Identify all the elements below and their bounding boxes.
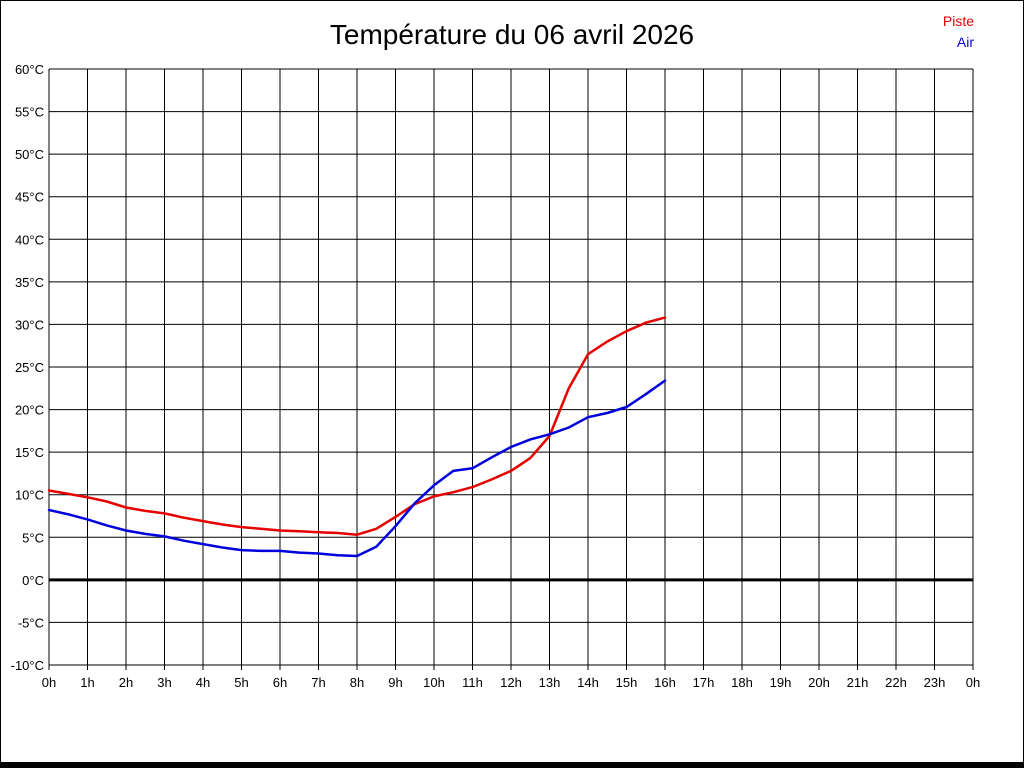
x-axis-tick-label: 2h <box>119 675 133 690</box>
legend: Piste Air <box>943 11 974 53</box>
legend-item-air: Air <box>956 34 974 50</box>
y-axis-tick-label: 25°C <box>15 360 44 375</box>
x-axis-tick-label: 16h <box>654 675 676 690</box>
y-axis-tick-label: -5°C <box>18 615 44 630</box>
x-axis-tick-label: 1h <box>80 675 94 690</box>
x-axis-tick-label: 9h <box>388 675 402 690</box>
y-axis-tick-label: 45°C <box>15 190 44 205</box>
x-axis-tick-label: 7h <box>311 675 325 690</box>
y-axis-tick-label: 55°C <box>15 105 44 120</box>
x-axis-tick-label: 3h <box>157 675 171 690</box>
x-axis-tick-label: 20h <box>808 675 830 690</box>
x-axis-tick-label: 14h <box>577 675 599 690</box>
y-axis-tick-label: -10°C <box>11 658 44 673</box>
y-axis-tick-label: 15°C <box>15 445 44 460</box>
y-axis-tick-label: 30°C <box>15 317 44 332</box>
x-axis-tick-label: 10h <box>423 675 445 690</box>
x-axis-tick-label: 13h <box>539 675 561 690</box>
series-line-air <box>47 379 667 558</box>
y-axis-tick-label: 0°C <box>22 573 44 588</box>
y-axis-tick-label: 35°C <box>15 275 44 290</box>
x-axis-tick-label: 19h <box>770 675 792 690</box>
y-axis-tick-label: 5°C <box>22 530 44 545</box>
y-axis-tick-label: 20°C <box>15 403 44 418</box>
x-axis-tick-label: 4h <box>196 675 210 690</box>
legend-item-piste: Piste <box>942 13 974 29</box>
chart-title: Température du 06 avril 2026 <box>329 19 695 50</box>
x-axis-tick-label: 22h <box>885 675 907 690</box>
y-axis-tick-label: 10°C <box>15 488 44 503</box>
x-axis-tick-label: 18h <box>731 675 753 690</box>
x-axis-tick-label: 17h <box>693 675 715 690</box>
x-axis-tick-label: 21h <box>847 675 869 690</box>
x-axis-tick-label: 11h <box>462 675 483 690</box>
x-axis-tick-label: 15h <box>616 675 638 690</box>
y-axis-tick-label: 50°C <box>15 147 44 162</box>
x-axis-tick-label: 0h <box>42 675 56 690</box>
x-axis-tick-label: 8h <box>350 675 364 690</box>
x-axis-tick-label: 6h <box>273 675 287 690</box>
x-axis-tick-label: 5h <box>234 675 248 690</box>
y-axis-tick-label: 40°C <box>15 232 44 247</box>
x-axis-tick-label: 23h <box>924 675 946 690</box>
x-axis-tick-label: 0h <box>966 675 980 690</box>
x-axis-tick-label: 12h <box>500 675 522 690</box>
series-line-piste <box>47 316 667 536</box>
y-axis-tick-label: 60°C <box>15 62 44 77</box>
